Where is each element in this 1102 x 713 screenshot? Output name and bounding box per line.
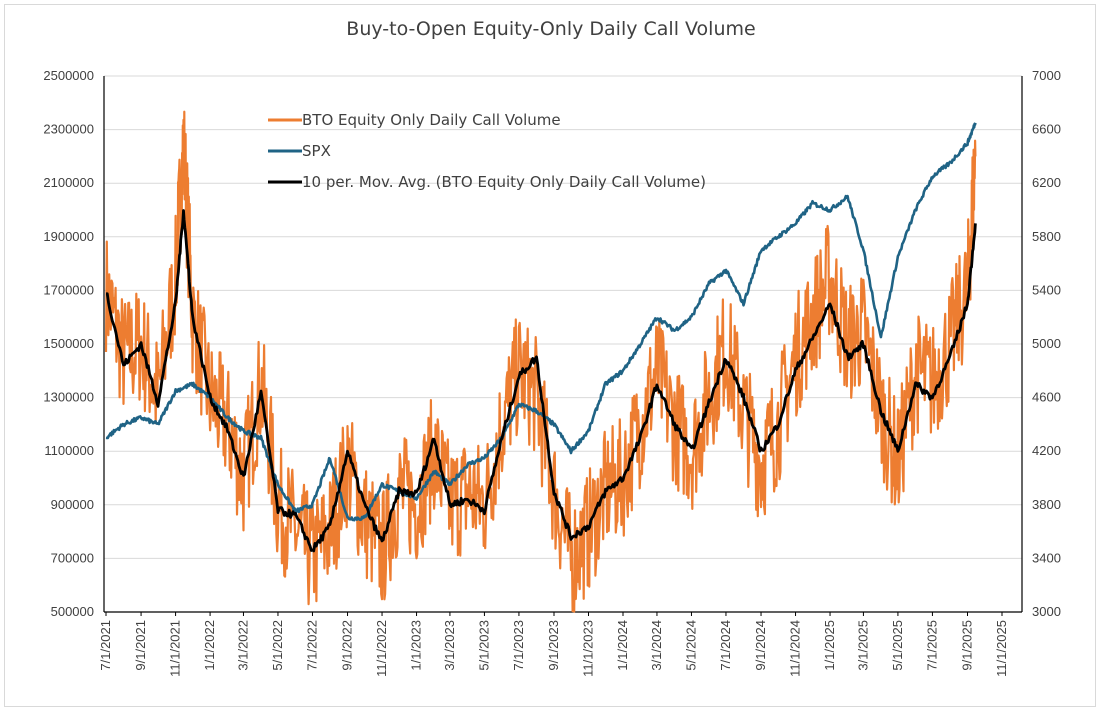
y-tick-right: 4600 bbox=[1032, 390, 1061, 405]
x-tick-label: 9/1/2022 bbox=[340, 620, 355, 671]
x-tick-label: 1/1/2023 bbox=[409, 620, 424, 671]
y-tick-left: 500000 bbox=[51, 604, 94, 619]
x-tick-label: 7/1/2025 bbox=[924, 620, 939, 671]
y-tick-left: 1700000 bbox=[43, 282, 94, 297]
y-tick-left: 1500000 bbox=[43, 336, 94, 351]
x-tick-label: 5/1/2022 bbox=[270, 620, 285, 671]
x-tick-label: 9/1/2025 bbox=[959, 620, 974, 671]
x-axis: 7/1/2021 9/1/2021 11/1/2021 1/1/2022 3/1/202… bbox=[98, 612, 1009, 677]
y-tick-right: 6600 bbox=[1032, 122, 1061, 137]
x-tick-label: 9/1/2024 bbox=[753, 620, 768, 671]
x-tick-label: 3/1/2022 bbox=[235, 620, 250, 671]
x-tick-label: 9/1/2021 bbox=[133, 620, 148, 671]
x-tick-label: 11/1/2021 bbox=[168, 620, 183, 677]
x-tick-label: 1/1/2025 bbox=[822, 620, 837, 671]
series-line-2 bbox=[105, 209, 977, 553]
y-tick-left: 1300000 bbox=[43, 390, 94, 405]
x-tick-label: 1/1/2022 bbox=[202, 620, 217, 671]
x-tick-label: 7/1/2021 bbox=[98, 620, 113, 671]
y-tick-right: 5400 bbox=[1032, 282, 1061, 297]
legend-label-0: BTO Equity Only Daily Call Volume bbox=[302, 111, 561, 129]
x-tick-label: 11/1/2024 bbox=[788, 620, 803, 677]
chart-frame bbox=[4, 4, 1096, 707]
y-tick-left: 2300000 bbox=[43, 122, 94, 137]
x-tick-label: 11/1/2025 bbox=[994, 620, 1009, 677]
legend-label-2: 10 per. Mov. Avg. (BTO Equity Only Daily… bbox=[302, 173, 706, 191]
y-tick-right: 4200 bbox=[1032, 443, 1061, 458]
y-axis-left: 500000 700000 900000 1100000 1300000 1500000 1… bbox=[43, 68, 94, 619]
y-tick-left: 2500000 bbox=[43, 68, 94, 83]
x-tick-label: 5/1/2024 bbox=[683, 620, 698, 671]
y-tick-right: 3000 bbox=[1032, 604, 1061, 619]
x-tick-label: 3/1/2024 bbox=[649, 620, 664, 671]
y-tick-right: 5800 bbox=[1032, 229, 1061, 244]
x-tick-label: 9/1/2023 bbox=[546, 620, 561, 671]
chart-title: Buy-to-Open Equity-Only Daily Call Volum… bbox=[346, 18, 756, 40]
y-tick-right: 7000 bbox=[1032, 68, 1061, 83]
legend: BTO Equity Only Daily Call Volume SPX 10 p… bbox=[268, 111, 706, 191]
series-layer bbox=[104, 110, 977, 613]
y-tick-left: 1100000 bbox=[44, 443, 94, 458]
y-tick-left: 2100000 bbox=[43, 175, 94, 190]
x-tick-label: 7/1/2022 bbox=[304, 620, 319, 671]
gridlines bbox=[103, 75, 1023, 613]
y-tick-left: 900000 bbox=[51, 497, 94, 512]
x-tick-label: 3/1/2023 bbox=[442, 620, 457, 671]
y-tick-right: 3800 bbox=[1032, 497, 1061, 512]
y-tick-right: 5000 bbox=[1032, 336, 1061, 351]
x-tick-label: 7/1/2023 bbox=[511, 620, 526, 671]
x-tick-label: 5/1/2023 bbox=[476, 620, 491, 671]
x-tick-label: 3/1/2025 bbox=[855, 620, 870, 671]
y-tick-left: 700000 bbox=[51, 550, 94, 565]
x-tick-label: 11/1/2023 bbox=[581, 620, 596, 677]
legend-label-1: SPX bbox=[302, 142, 331, 160]
x-tick-label: 7/1/2024 bbox=[718, 620, 733, 671]
x-tick-label: 11/1/2022 bbox=[374, 620, 389, 677]
x-tick-label: 5/1/2025 bbox=[890, 620, 905, 671]
y-tick-right: 3400 bbox=[1032, 550, 1061, 565]
y-tick-left: 1900000 bbox=[43, 229, 94, 244]
y-axis-right: 3000 3400 3800 4200 4600 5000 5400 5800 6200 6600… bbox=[1032, 68, 1061, 619]
x-tick-label: 1/1/2024 bbox=[615, 620, 630, 671]
y-tick-right: 6200 bbox=[1032, 175, 1061, 190]
